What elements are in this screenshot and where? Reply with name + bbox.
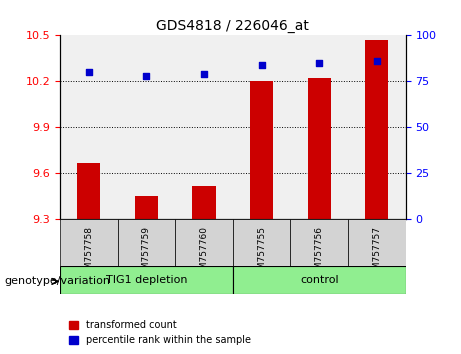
Text: GSM757756: GSM757756 [315,227,324,281]
FancyBboxPatch shape [60,266,233,294]
Point [142,73,150,79]
FancyBboxPatch shape [175,219,233,266]
Text: GSM757760: GSM757760 [200,227,208,281]
Point [373,58,381,64]
FancyBboxPatch shape [118,219,175,266]
Point [258,62,266,68]
Point [315,60,323,66]
Bar [250,81,273,219]
Point [85,69,92,75]
Bar [365,40,388,219]
Text: GSM757758: GSM757758 [84,227,93,281]
Bar [77,163,100,219]
Text: GSM757755: GSM757755 [257,227,266,281]
Text: control: control [300,275,338,285]
FancyBboxPatch shape [290,219,348,266]
Text: GSM757757: GSM757757 [372,227,381,281]
Point [200,71,207,77]
Bar [308,78,331,219]
FancyBboxPatch shape [233,266,406,294]
Text: TIG1 depletion: TIG1 depletion [106,275,187,285]
Legend: transformed count, percentile rank within the sample: transformed count, percentile rank withi… [65,316,255,349]
FancyBboxPatch shape [233,219,290,266]
Text: genotype/variation: genotype/variation [5,276,111,286]
Bar [193,186,216,219]
FancyBboxPatch shape [348,219,406,266]
Text: GSM757759: GSM757759 [142,227,151,281]
Bar [135,196,158,219]
FancyBboxPatch shape [60,219,118,266]
Title: GDS4818 / 226046_at: GDS4818 / 226046_at [156,19,309,33]
